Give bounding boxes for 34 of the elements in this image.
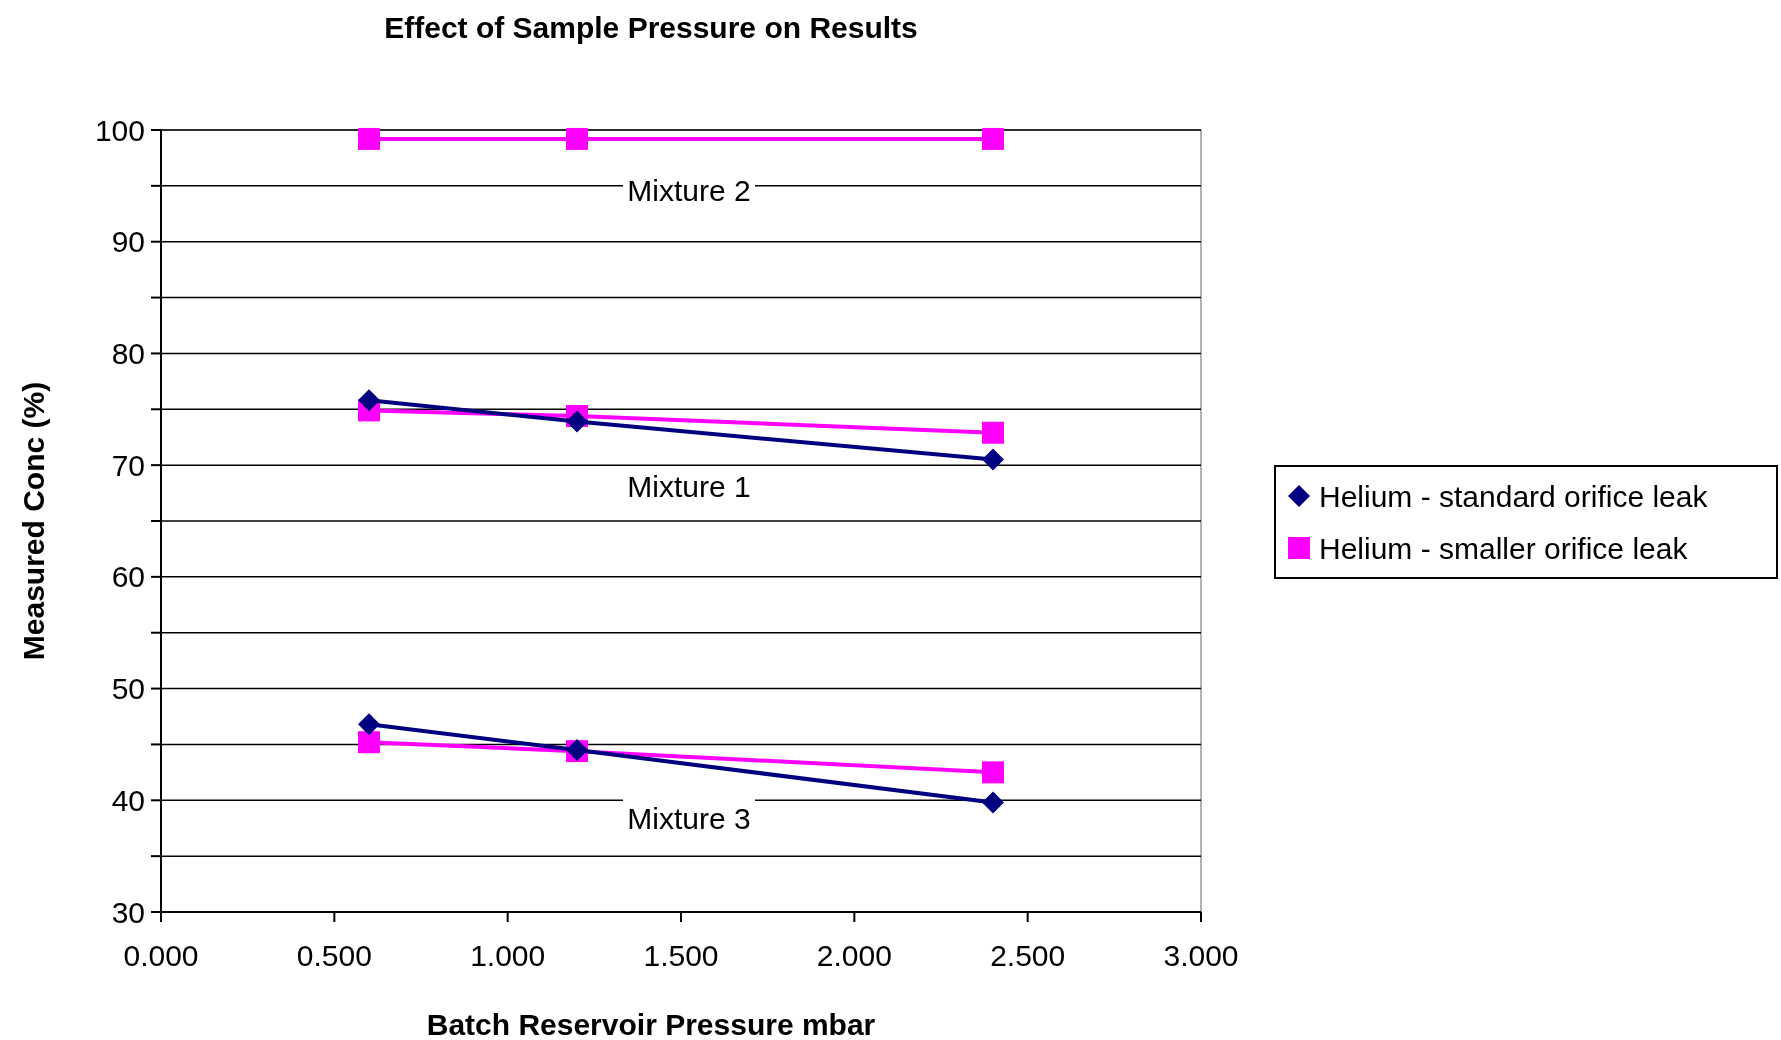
annotation: Mixture 2 <box>627 173 751 207</box>
y-tick-label: 90 <box>111 225 145 259</box>
legend-label: Helium - standard orifice leak <box>1319 479 1709 513</box>
annotation: Mixture 3 <box>627 801 751 835</box>
x-tick-label: 1.000 <box>470 939 546 972</box>
point <box>358 731 380 754</box>
y-tick-label: 30 <box>111 895 145 929</box>
y-tick-label: 40 <box>111 783 145 817</box>
y-tick-label: 100 <box>94 113 145 147</box>
annotation: Mixture 1 <box>627 469 751 503</box>
y-tick-label: 60 <box>111 560 145 594</box>
point <box>982 791 1004 814</box>
x-axis-title: Batch Reservoir Pressure mbar <box>426 1008 876 1040</box>
chart-title: Effect of Sample Pressure on Results <box>384 11 918 44</box>
y-tick-label: 50 <box>111 672 145 706</box>
legend-label: Helium - smaller orifice leak <box>1319 531 1689 565</box>
y-tick-label: 70 <box>111 448 145 482</box>
point <box>358 389 380 412</box>
x-tick-label: 3.000 <box>1163 939 1239 972</box>
point <box>982 448 1004 471</box>
point <box>982 421 1004 444</box>
point <box>566 410 588 433</box>
point <box>982 761 1004 784</box>
x-tick-label: 1.500 <box>643 939 719 972</box>
point <box>982 127 1004 150</box>
x-tick-label: 0.000 <box>123 939 199 972</box>
point <box>358 713 380 736</box>
x-tick-label: 2.000 <box>816 939 892 972</box>
y-axis-title: Measured Conc (%) <box>17 381 50 661</box>
point <box>358 127 380 150</box>
x-tick-label: 2.500 <box>990 939 1066 972</box>
point <box>566 127 588 150</box>
x-tick-label: 0.500 <box>296 939 372 972</box>
y-tick-label: 80 <box>111 336 145 370</box>
